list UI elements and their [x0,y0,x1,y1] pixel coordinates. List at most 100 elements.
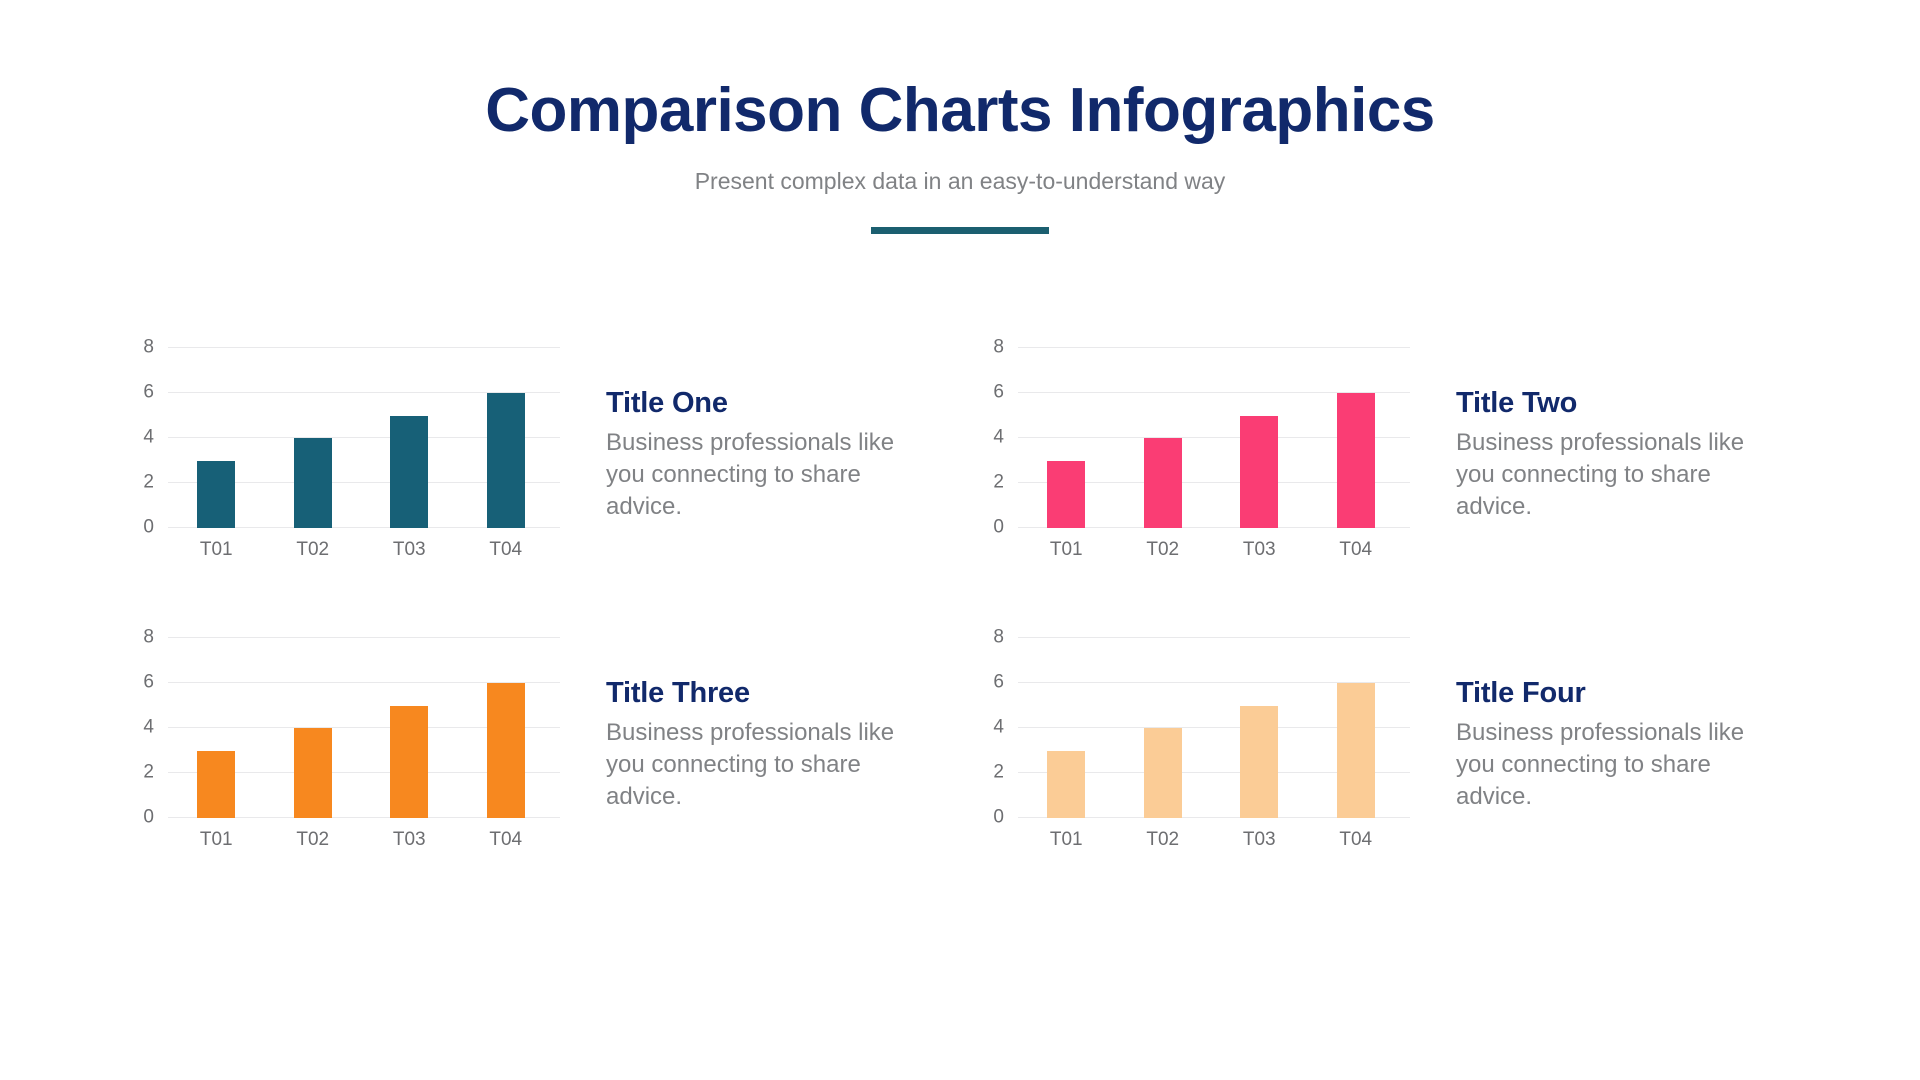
x-axis-tick-label: T04 [1339,829,1373,850]
gridline: 2 [993,473,1410,492]
bar-slot: T03 [367,638,452,849]
chart-item-body: Business professionals like you connecti… [606,718,895,810]
gridline: 4 [993,718,1410,737]
y-axis-tick-label: 0 [993,806,1004,828]
plot-area: 0 2 4 6 8 T01 T02 T03 T04 [143,628,560,849]
bar[interactable] [293,728,332,818]
chart-item-title: Title Four [1456,677,1586,709]
bar-slot: T01 [1024,348,1109,559]
bar[interactable] [486,393,525,528]
bar[interactable] [293,438,332,528]
x-axis-tick-label: T04 [489,539,523,560]
bar-slot: T02 [1120,638,1205,849]
bar[interactable] [1336,683,1375,818]
x-axis-tick-label: T03 [392,539,426,560]
gridline: 8 [143,628,560,647]
y-axis-tick-label: 0 [143,516,154,538]
bar-slot: T04 [463,348,548,559]
y-axis-tick-label: 0 [143,806,154,828]
y-axis-tick-label: 4 [993,426,1004,448]
bar[interactable] [1336,393,1375,528]
bar-chart: 0 2 4 6 8 T01 T02 T03 T04 [970,628,1410,853]
bar-slot: T03 [1217,638,1302,849]
header-divider [871,226,1049,234]
gridline: 4 [143,428,560,447]
bars-container: T01 T02 T03 T04 [168,638,554,849]
bar[interactable] [1143,728,1182,818]
chart-item-title: Title Three [606,677,750,709]
bar[interactable] [197,750,236,818]
x-axis-tick-label: T03 [1242,829,1276,850]
bar-slot: T02 [270,638,355,849]
chart-item-title: Title Two [1456,387,1578,419]
y-axis-tick-label: 6 [143,671,154,693]
bar[interactable] [197,460,236,528]
y-axis-tick-label: 2 [143,471,154,493]
page-subtitle: Present complex data in an easy-to-under… [694,168,1226,195]
gridline: 4 [143,718,560,737]
bar[interactable] [1047,750,1086,818]
page-title: Comparison Charts Infographics [485,76,1435,145]
bar[interactable] [390,415,429,528]
chart-item: 0 2 4 6 8 T01 T02 T03 T04 Title Two Business profe… [970,330,1820,620]
gridline: 8 [143,338,560,357]
x-axis-tick-label: T01 [1049,829,1083,850]
y-axis-tick-label: 2 [993,471,1004,493]
chart-item: 0 2 4 6 8 T01 T02 T03 T04 Title One Business profe… [120,330,970,620]
y-axis-tick-label: 4 [143,426,154,448]
bar[interactable] [1143,438,1182,528]
bar[interactable] [486,683,525,818]
gridline: 0 [143,808,560,827]
charts-grid: 0 2 4 6 8 T01 T02 T03 T04 Title One Business profe… [120,330,1820,910]
gridline: 6 [993,673,1410,692]
chart-item-body: Business professionals like you connecti… [1456,428,1745,520]
bar-slot: T03 [367,348,452,559]
chart-item-body: Business professionals like you connecti… [606,428,895,520]
chart-description: Title One Business professionals like you… [606,330,936,523]
bar-slot: T04 [1313,638,1398,849]
gridline: 0 [993,518,1410,537]
chart-item-body: Business professionals like you connecti… [1456,718,1745,810]
bars-container: T01 T02 T03 T04 [168,348,554,559]
y-axis-tick-label: 6 [143,381,154,403]
bar[interactable] [1240,705,1279,818]
bar-slot: T03 [1217,348,1302,559]
x-axis-tick-label: T01 [199,539,233,560]
gridline: 8 [993,338,1410,357]
bars-container: T01 T02 T03 T04 [1018,638,1404,849]
chart-item: 0 2 4 6 8 T01 T02 T03 T04 Title Four Business prof… [970,620,1820,910]
chart-item: 0 2 4 6 8 T01 T02 T03 T04 Title Three Business pro… [120,620,970,910]
x-axis-tick-label: T03 [1242,539,1276,560]
x-axis-tick-label: T01 [1049,539,1083,560]
bar-slot: T01 [174,348,259,559]
bar-slot: T04 [1313,348,1398,559]
bar[interactable] [1240,415,1279,528]
bar-slot: T01 [174,638,259,849]
y-axis-tick-label: 2 [993,761,1004,783]
gridline: 6 [143,383,560,402]
gridline: 2 [143,473,560,492]
gridline: 2 [993,763,1410,782]
x-axis-tick-label: T04 [1339,539,1373,560]
y-axis-tick-label: 6 [993,671,1004,693]
y-axis-tick-label: 8 [993,626,1004,648]
bar[interactable] [390,705,429,818]
x-axis-tick-label: T02 [1146,539,1180,560]
y-axis-tick-label: 8 [143,336,154,358]
bar-slot: T01 [1024,638,1109,849]
bar-slot: T04 [463,638,548,849]
bar-chart: 0 2 4 6 8 T01 T02 T03 T04 [120,628,560,853]
bar-slot: T02 [270,348,355,559]
plot-area: 0 2 4 6 8 T01 T02 T03 T04 [993,338,1410,559]
bars-container: T01 T02 T03 T04 [1018,348,1404,559]
x-axis-tick-label: T02 [1146,829,1180,850]
y-axis-tick-label: 0 [993,516,1004,538]
gridline: 0 [993,808,1410,827]
x-axis-tick-label: T01 [199,829,233,850]
gridline: 6 [143,673,560,692]
bar-chart: 0 2 4 6 8 T01 T02 T03 T04 [970,338,1410,563]
chart-description: Title Two Business professionals like you… [1456,330,1786,523]
gridline: 2 [143,763,560,782]
bar[interactable] [1047,460,1086,528]
y-axis-tick-label: 8 [143,626,154,648]
